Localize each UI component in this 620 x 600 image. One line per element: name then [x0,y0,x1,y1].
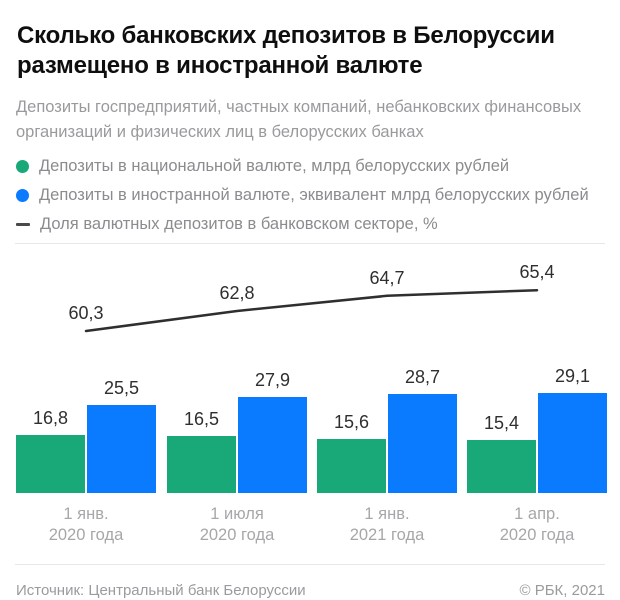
bar-foreign-1 [238,396,307,493]
legend-item-national: Депозиты в национальной валюте, млрд бел… [16,156,602,176]
axis-label-0: 1 янв. 2020 года [48,505,124,544]
green-dot-icon [16,159,29,173]
legend-item-share: Доля валютных депозитов в банковском сек… [16,214,602,234]
bar-value-label: 15,6 [333,412,370,433]
title-line-1: Сколько банковских депозитов в Белорусси… [17,22,555,49]
bar-national-0 [16,435,85,493]
legend-label: Доля валютных депозитов в банковском сек… [40,215,438,233]
subtitle-line-2: организаций и физических лиц в белорусск… [16,123,424,141]
legend-label: Депозиты в национальной валюте, млрд бел… [39,157,510,175]
line-dash-icon [16,222,30,226]
bar-value-label: 15,4 [483,412,520,433]
share-line-svg [84,288,539,333]
bar-value-label: 16,8 [32,408,69,428]
bar-value-label: 16,5 [183,409,220,430]
source-text: Источник: Центральный банк Белоруссии [16,582,306,599]
top-divider [15,243,605,244]
bar-national-2 [317,439,386,493]
bar-national-1 [167,436,236,493]
legend: Депозиты в национальной валюте, млрд бел… [16,156,602,234]
page-title: Сколько банковских депозитов в Белорусси… [17,21,602,81]
title-line-2: размещено в иностранной валюте [17,52,423,79]
share-line [84,288,539,333]
bar-foreign-2 [388,394,457,493]
axis-label-3: 1 апр. 2020 года [499,505,575,544]
bar-value-label: 29,1 [554,365,591,386]
footer: Источник: Центральный банк Белоруссии © … [16,582,605,599]
share-value-label: 60,3 [68,303,104,323]
subtitle-line-1: Депозиты госпредприятий, частных компани… [16,98,582,116]
axis-label-1: 1 июля 2020 года [199,505,275,544]
chart-canvas: 16,8 16,5 15,6 15,4 25,5 27,9 28,7 29,1 60,3 62,8… [0,244,620,493]
legend-label: Депозиты в иностранной валюте, эквивален… [39,186,589,204]
bar-foreign-3 [538,392,607,493]
chart-subtitle: Депозиты госпредприятий, частных компани… [16,95,602,145]
axis-label-2: 1 янв. 2021 года [349,505,425,544]
bar-value-label: 27,9 [254,369,291,390]
bar-value-label: 25,5 [103,378,140,398]
bar-foreign-0 [87,405,156,493]
legend-item-foreign: Депозиты в иностранной валюте, эквивален… [16,185,602,205]
share-value-label: 62,8 [219,283,255,303]
bottom-divider [15,564,605,565]
copyright-text: © РБК, 2021 [519,582,605,599]
bar-national-3 [467,439,536,493]
blue-dot-icon [16,188,29,202]
share-value-label: 64,7 [369,267,405,288]
share-value-label: 65,4 [519,262,555,283]
axis-row: 1 янв. 2020 года 1 июля 2020 года 1 янв. 2021… [0,504,620,548]
bar-value-label: 28,7 [404,367,441,387]
